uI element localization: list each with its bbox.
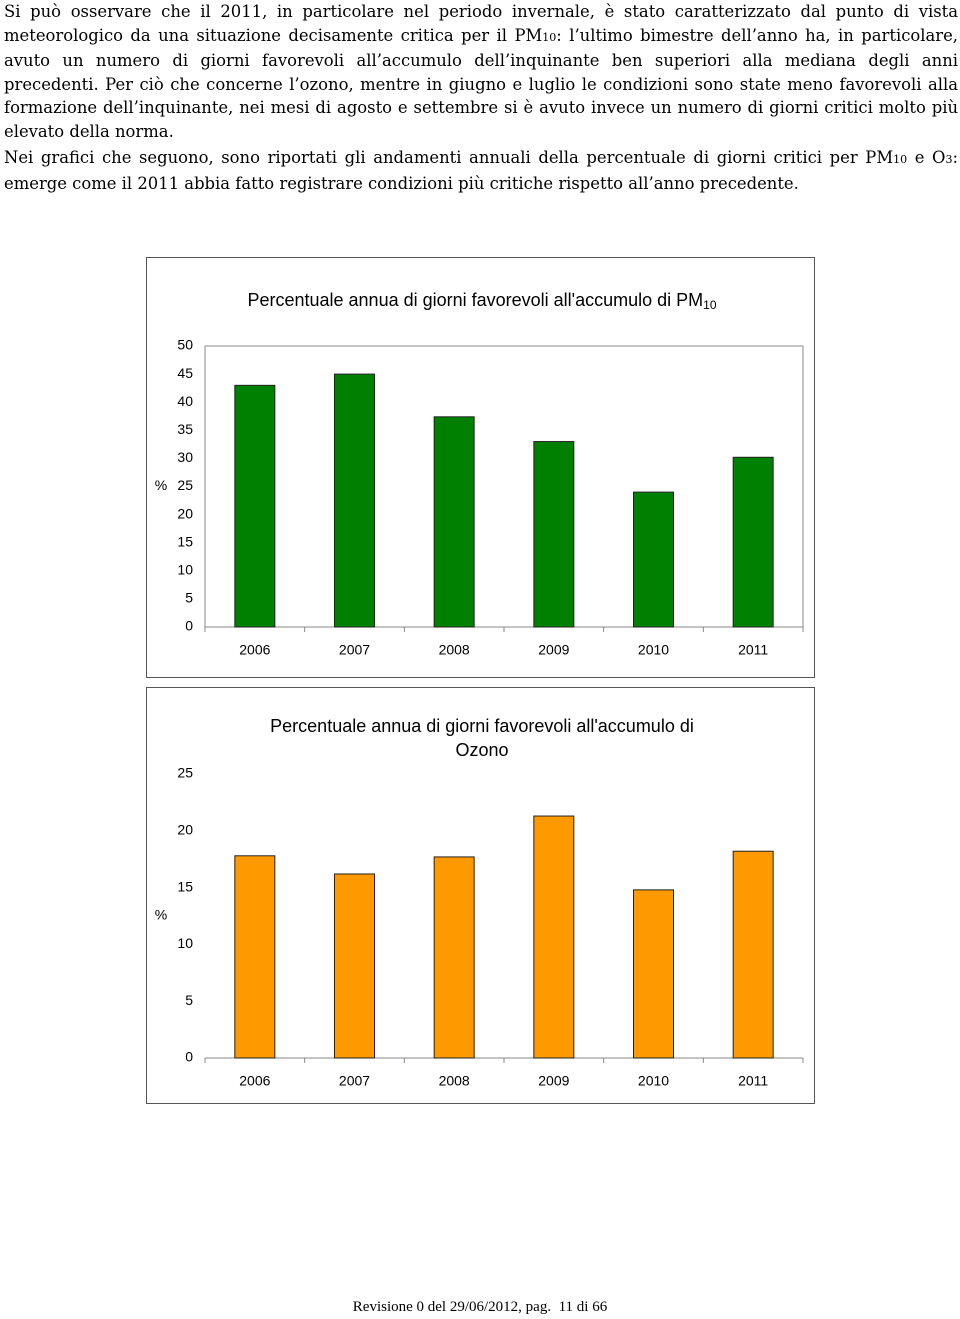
bar — [633, 889, 674, 1059]
x-tick-label: 2011 — [738, 1073, 768, 1089]
chart: Percentuale annua di giorni favorevoli a… — [155, 290, 804, 658]
x-tick-label: 2011 — [738, 642, 768, 658]
text-run: Nei grafici che seguono, sono riportati … — [4, 148, 894, 167]
x-tick-label: 2008 — [439, 642, 470, 658]
text-run: e O — [907, 148, 946, 167]
x-tick-label: 2006 — [239, 642, 270, 658]
bar — [732, 456, 774, 628]
bar — [633, 491, 674, 628]
bar — [533, 815, 575, 1059]
y-tick-label: 0 — [185, 618, 193, 634]
x-tick-label: 2008 — [439, 1073, 470, 1089]
text-run: Si può osservare che il 2011, in partico… — [4, 2, 958, 45]
footer: Revisione 0 del 29/06/2012, pag. 11 di 6… — [352, 1299, 608, 1315]
chart-title-sub: 10 — [703, 298, 717, 312]
chart-title-text: Percentuale annua di giorni favorevoli a… — [247, 290, 703, 310]
y-tick-label: 0 — [185, 1049, 193, 1065]
x-tick-label: 2007 — [339, 1073, 370, 1089]
x-tick-label: 2010 — [638, 1073, 669, 1089]
x-tick-label: 2006 — [239, 1073, 270, 1089]
chart-title: Percentuale annua di giorni favorevoli a… — [247, 290, 716, 312]
bar — [433, 856, 475, 1059]
y-tick-label: 20 — [177, 505, 193, 521]
y-tick-label: 40 — [177, 393, 193, 409]
bar — [732, 850, 774, 1059]
y-tick-label: 10 — [177, 935, 193, 951]
text-run: : l’ultimo bimestre dell’anno ha, in par… — [4, 25, 959, 141]
x-tick-label: 2007 — [339, 642, 370, 658]
y-tick-label: 30 — [177, 449, 193, 465]
y-tick-label: 50 — [177, 337, 193, 353]
y-tick-label: 45 — [177, 365, 193, 381]
subscript: 10 — [542, 30, 557, 44]
text-run: : emerge come il 2011 abbia fatto regist… — [4, 148, 958, 193]
x-tick-label: 2009 — [538, 1073, 569, 1089]
bar — [234, 384, 276, 628]
paragraph: Si può osservare che il 2011, in partico… — [4, 0, 958, 144]
chart-frame: Percentuale annua di giorni favorevoli a… — [146, 257, 815, 678]
y-axis-label: % — [155, 907, 167, 923]
chart-title: Percentuale annua di giorni favorevoli a… — [270, 716, 694, 760]
x-tick-label: 2009 — [538, 642, 569, 658]
bar — [433, 416, 475, 628]
paragraph: Nei grafici che seguono, sono riportati … — [4, 146, 958, 195]
subscript: 3 — [945, 153, 953, 166]
y-tick-label: 20 — [177, 822, 193, 838]
y-tick-label: 35 — [177, 421, 193, 437]
y-tick-label: 25 — [177, 765, 193, 781]
bar — [334, 373, 375, 628]
chart-title-box: Percentuale annua di giorni favorevoli a… — [270, 716, 694, 760]
plot-area — [204, 345, 804, 628]
y-tick-label: 15 — [177, 878, 193, 894]
chart: Percentuale annua di giorni favorevoli a… — [155, 716, 804, 1089]
y-tick-label: 5 — [185, 992, 193, 1008]
bar — [533, 441, 575, 628]
bar — [234, 855, 276, 1059]
subscript: 10 — [893, 153, 908, 166]
chart-frame: Percentuale annua di giorni favorevoli a… — [146, 687, 815, 1104]
y-tick-label: 25 — [177, 477, 193, 493]
y-tick-label: 5 — [185, 590, 193, 606]
x-tick-label: 2010 — [638, 642, 669, 658]
y-tick-label: 15 — [177, 533, 193, 549]
bar — [334, 873, 375, 1059]
y-axis-label: % — [155, 477, 167, 493]
y-tick-label: 10 — [177, 562, 193, 578]
